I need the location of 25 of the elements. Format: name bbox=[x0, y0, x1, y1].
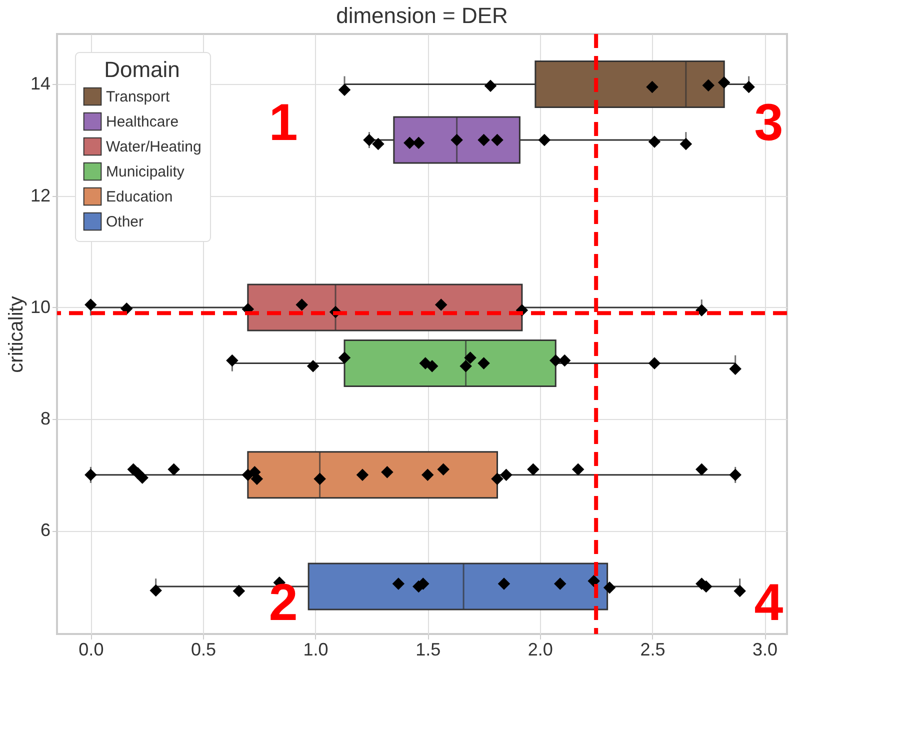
legend-label: Transport bbox=[106, 88, 170, 106]
x-tick-label: 3.0 bbox=[752, 640, 778, 660]
y-tick-label: 10 bbox=[30, 296, 50, 317]
chart-title: dimension = DER bbox=[336, 3, 508, 28]
legend-title: Domain bbox=[104, 57, 180, 82]
x-tick-label: 2.0 bbox=[528, 640, 553, 660]
annotation: 1 bbox=[268, 94, 298, 152]
y-axis-title: criticality bbox=[5, 296, 28, 373]
y-tick-label: 8 bbox=[40, 408, 50, 429]
x-tick-label: 0.0 bbox=[78, 640, 104, 660]
y-tick-label: 14 bbox=[30, 74, 50, 94]
legend-label: Other bbox=[106, 214, 144, 230]
annotation: 2 bbox=[268, 574, 298, 632]
legend-label: Water/Heating bbox=[106, 138, 202, 156]
legend-label: Healthcare bbox=[106, 114, 179, 130]
x-tick-label: 1.0 bbox=[303, 640, 328, 660]
annotation: 3 bbox=[754, 94, 784, 152]
y-tick-label: 6 bbox=[40, 520, 50, 540]
legend-label: Education bbox=[106, 188, 173, 206]
y-tick-label: 12 bbox=[30, 185, 50, 206]
legend-label: Municipality bbox=[106, 164, 185, 180]
x-tick-label: 2.5 bbox=[640, 640, 666, 660]
x-tick-label: 1.5 bbox=[416, 640, 441, 660]
annotation: 4 bbox=[754, 574, 784, 632]
x-tick-label: 0.5 bbox=[190, 640, 216, 660]
